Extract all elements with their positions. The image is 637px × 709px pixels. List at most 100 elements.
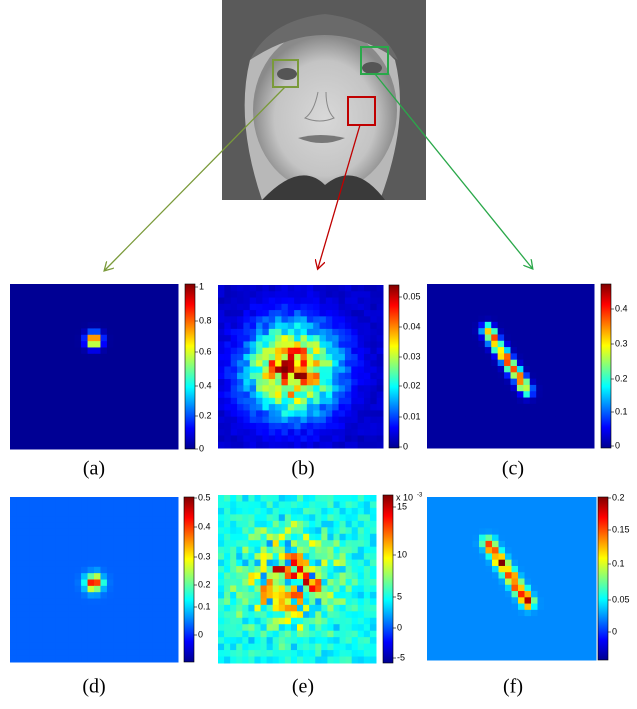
heatmap-cell [256, 435, 263, 442]
heatmap-cell [352, 521, 359, 528]
heatmap-cell [236, 508, 243, 515]
heatmap-cell [94, 284, 101, 291]
heatmap-cell [549, 385, 556, 392]
heatmap-cell [370, 618, 377, 625]
heatmap-cell [459, 360, 466, 367]
heatmap-cell [81, 554, 88, 561]
heatmap-cell [75, 309, 82, 316]
heatmap-cell [440, 622, 447, 629]
heatmap-cell [377, 335, 384, 342]
heatmap-cell [486, 541, 493, 548]
heatmap-cell [358, 379, 365, 386]
heatmap-cell [107, 316, 114, 323]
heatmap-cell [491, 303, 498, 310]
heatmap-cell [250, 423, 257, 430]
heatmap-cell [498, 416, 505, 423]
heatmap-cell [570, 641, 577, 648]
heatmap-cell [333, 566, 340, 573]
heatmap-cell [549, 322, 556, 329]
heatmap-cell [269, 298, 276, 305]
heatmap-cell [275, 367, 282, 374]
heatmap-cell [113, 649, 120, 656]
heatmap-cell [549, 303, 556, 310]
heatmap-cell [478, 328, 485, 335]
heatmap-cell [49, 656, 56, 663]
heatmap-cell [499, 579, 506, 586]
heatmap-cell [309, 657, 316, 664]
heatmap-cell [68, 379, 75, 386]
heatmap-cell [165, 548, 172, 555]
heatmap-cell [453, 341, 460, 348]
heatmap-cell [269, 417, 276, 424]
colorbar-scale: x 10 [396, 492, 413, 502]
heatmap-cell [478, 303, 485, 310]
heatmap-cell [377, 385, 384, 392]
heatmap-cell [231, 354, 238, 361]
heatmap-cell [332, 329, 339, 336]
heatmap-cell [590, 522, 597, 529]
heatmap-cell [275, 379, 282, 386]
heatmap-cell [36, 503, 43, 510]
heatmap-cell [575, 290, 582, 297]
heatmap-cell [16, 335, 23, 342]
heatmap-cell [358, 573, 365, 580]
heatmap-cell [165, 322, 172, 329]
heatmap-cell [504, 398, 511, 405]
heatmap-cell [88, 322, 95, 329]
heatmap-cell [511, 341, 518, 348]
heatmap-cell [94, 592, 101, 599]
heatmap-cell [326, 329, 333, 336]
heatmap-cell [307, 442, 314, 449]
heatmap-cell [273, 495, 280, 502]
heatmap-cell [256, 335, 263, 342]
heatmap-cell [491, 442, 498, 449]
heatmap-cell [453, 303, 460, 310]
heatmap-cell [126, 392, 133, 399]
heatmap-cell [538, 497, 545, 504]
heatmap-cell [453, 322, 460, 329]
heatmap-cell [518, 535, 525, 542]
heatmap-cell [549, 429, 556, 436]
heatmap-cell [36, 497, 43, 504]
heatmap-cell [242, 508, 249, 515]
heatmap-cell [242, 598, 249, 605]
heatmap-cell [36, 656, 43, 663]
heatmap-cell [81, 586, 88, 593]
heatmap-cell [590, 616, 597, 623]
heatmap-cell [370, 404, 377, 411]
heatmap-cell [159, 398, 166, 405]
heatmap-cell [81, 618, 88, 625]
heatmap-cell [303, 527, 310, 534]
heatmap-cell [243, 410, 250, 417]
heatmap-cell [313, 304, 320, 311]
heatmap-cell [36, 573, 43, 580]
heatmap-cell [81, 398, 88, 405]
heatmap-cell [364, 398, 371, 405]
heatmap-cell [159, 354, 166, 361]
heatmap-cell [279, 527, 286, 534]
heatmap-cell [333, 644, 340, 651]
heatmap-cell [165, 586, 172, 593]
heatmap-cell [16, 522, 23, 529]
heatmap-cell [294, 379, 301, 386]
heatmap-cell [486, 629, 493, 636]
heatmap-cell [499, 591, 506, 598]
heatmap-cell [313, 392, 320, 399]
heatmap-cell [358, 410, 365, 417]
heatmap-cell [433, 366, 440, 373]
heatmap-cell [581, 385, 588, 392]
heatmap-cell [230, 495, 237, 502]
heatmap-cell [275, 310, 282, 317]
heatmap-cell [243, 404, 250, 411]
heatmap-cell [504, 385, 511, 392]
heatmap-cell [230, 553, 237, 560]
heatmap-cell [218, 540, 225, 547]
heatmap-cell [491, 341, 498, 348]
heatmap-cell [459, 341, 466, 348]
heatmap-cell [498, 334, 505, 341]
heatmap-cell [16, 436, 23, 443]
heatmap-cell [530, 347, 537, 354]
heatmap-cell [453, 347, 460, 354]
heatmap-cell [301, 442, 308, 449]
heatmap-cell [100, 643, 107, 650]
